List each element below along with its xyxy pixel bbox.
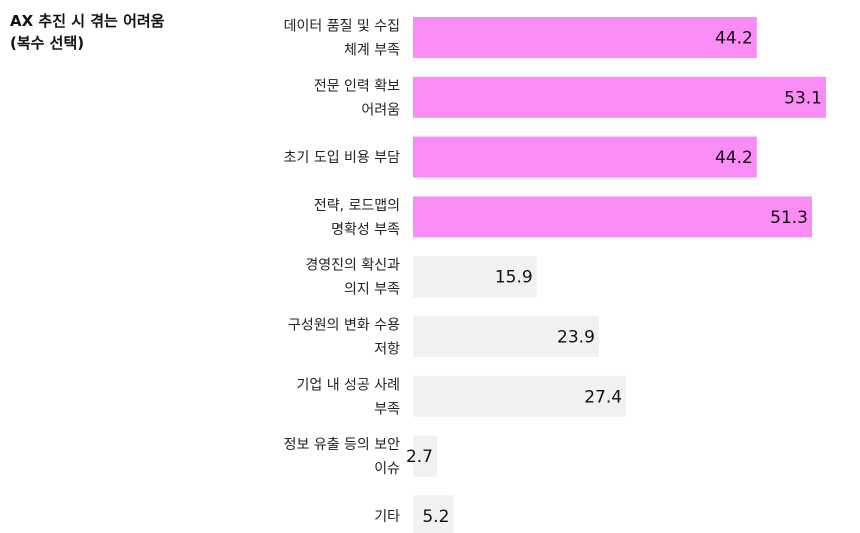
category-label-7-line-1: 기업 내 성공 사례: [296, 377, 400, 393]
bar-5: [413, 256, 537, 298]
category-label-2-line-2: 어려움: [361, 102, 400, 118]
category-label-4-line-1: 전략, 로드맵의: [314, 198, 400, 214]
category-label-6-line-1: 구성원의 변화 수용: [288, 318, 400, 334]
bar-8: [413, 435, 437, 477]
category-label-5-line-2: 의지 부족: [344, 282, 400, 298]
value-label-2: 53.1: [784, 88, 822, 108]
value-label-4: 51.3: [770, 208, 808, 228]
bar-9: [413, 495, 454, 533]
value-label-9: 5.2: [422, 507, 449, 527]
category-label-7-line-2: 부족: [374, 401, 400, 417]
value-label-8: 2.7: [406, 447, 433, 467]
category-label-8-line-1: 정보 유출 등의 보안: [284, 437, 401, 453]
value-label-7: 27.4: [584, 387, 622, 407]
value-label-1: 44.2: [715, 29, 753, 49]
category-label-6-line-2: 저항: [374, 342, 400, 358]
category-label-3: 초기 도입 비용 부담: [284, 150, 401, 166]
bar-4: [413, 196, 812, 238]
chart-title-line-1: AX 추진 시 겪는 어려움: [10, 12, 165, 30]
category-label-4-line-2: 명확성 부족: [331, 222, 400, 238]
chart-title-line-2: (복수 선택): [10, 34, 85, 52]
bar-7: [413, 375, 627, 417]
category-label-9: 기타: [374, 509, 400, 525]
value-label-6: 23.9: [557, 328, 595, 348]
category-label-5-line-1: 경영진의 확신과: [305, 258, 400, 274]
category-label-2-line-1: 전문 인력 확보: [314, 78, 400, 94]
bar-2: [413, 76, 826, 118]
bar-1: [413, 17, 757, 58]
category-label-1-line-1: 데이터 품질 및 수집: [284, 19, 400, 35]
category-label-8-line-2: 이슈: [374, 461, 400, 477]
chart-title: AX 추진 시 겪는 어려움 (복수 선택): [10, 10, 230, 54]
bar-3: [413, 136, 757, 178]
value-label-5: 15.9: [495, 268, 533, 288]
category-label-1-line-2: 체계 부족: [344, 43, 400, 59]
value-label-3: 44.2: [715, 148, 753, 168]
bar-6: [413, 316, 599, 357]
